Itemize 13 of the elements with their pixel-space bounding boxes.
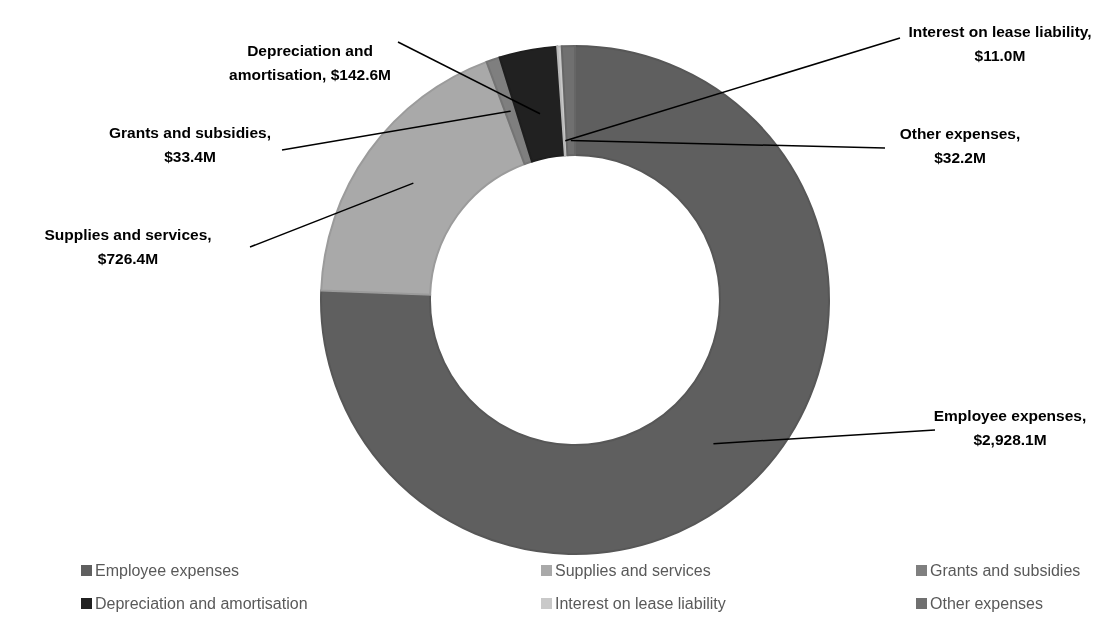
data-label: Supplies and services, $726.4M: [44, 226, 212, 267]
data-label: Employee expenses, $2,928.1M: [933, 407, 1087, 448]
legend-label: Depreciation and amortisation: [95, 595, 308, 612]
donut-slice: [498, 45, 566, 163]
legend-label: Interest on lease liability: [555, 595, 726, 612]
legend-label: Other expenses: [930, 595, 1043, 612]
data-label: Depreciation and amortisation, $142.6M: [229, 42, 391, 83]
data-label: Grants and subsidies, $33.4M: [109, 124, 271, 165]
data-label: Interest on lease liability, $11.0M: [908, 23, 1092, 64]
legend-label: Supplies and services: [555, 562, 711, 579]
data-label: Other expenses, $32.2M: [899, 125, 1021, 166]
legend-label: Grants and subsidies: [930, 562, 1081, 579]
legend-label: Employee expenses: [95, 562, 240, 579]
